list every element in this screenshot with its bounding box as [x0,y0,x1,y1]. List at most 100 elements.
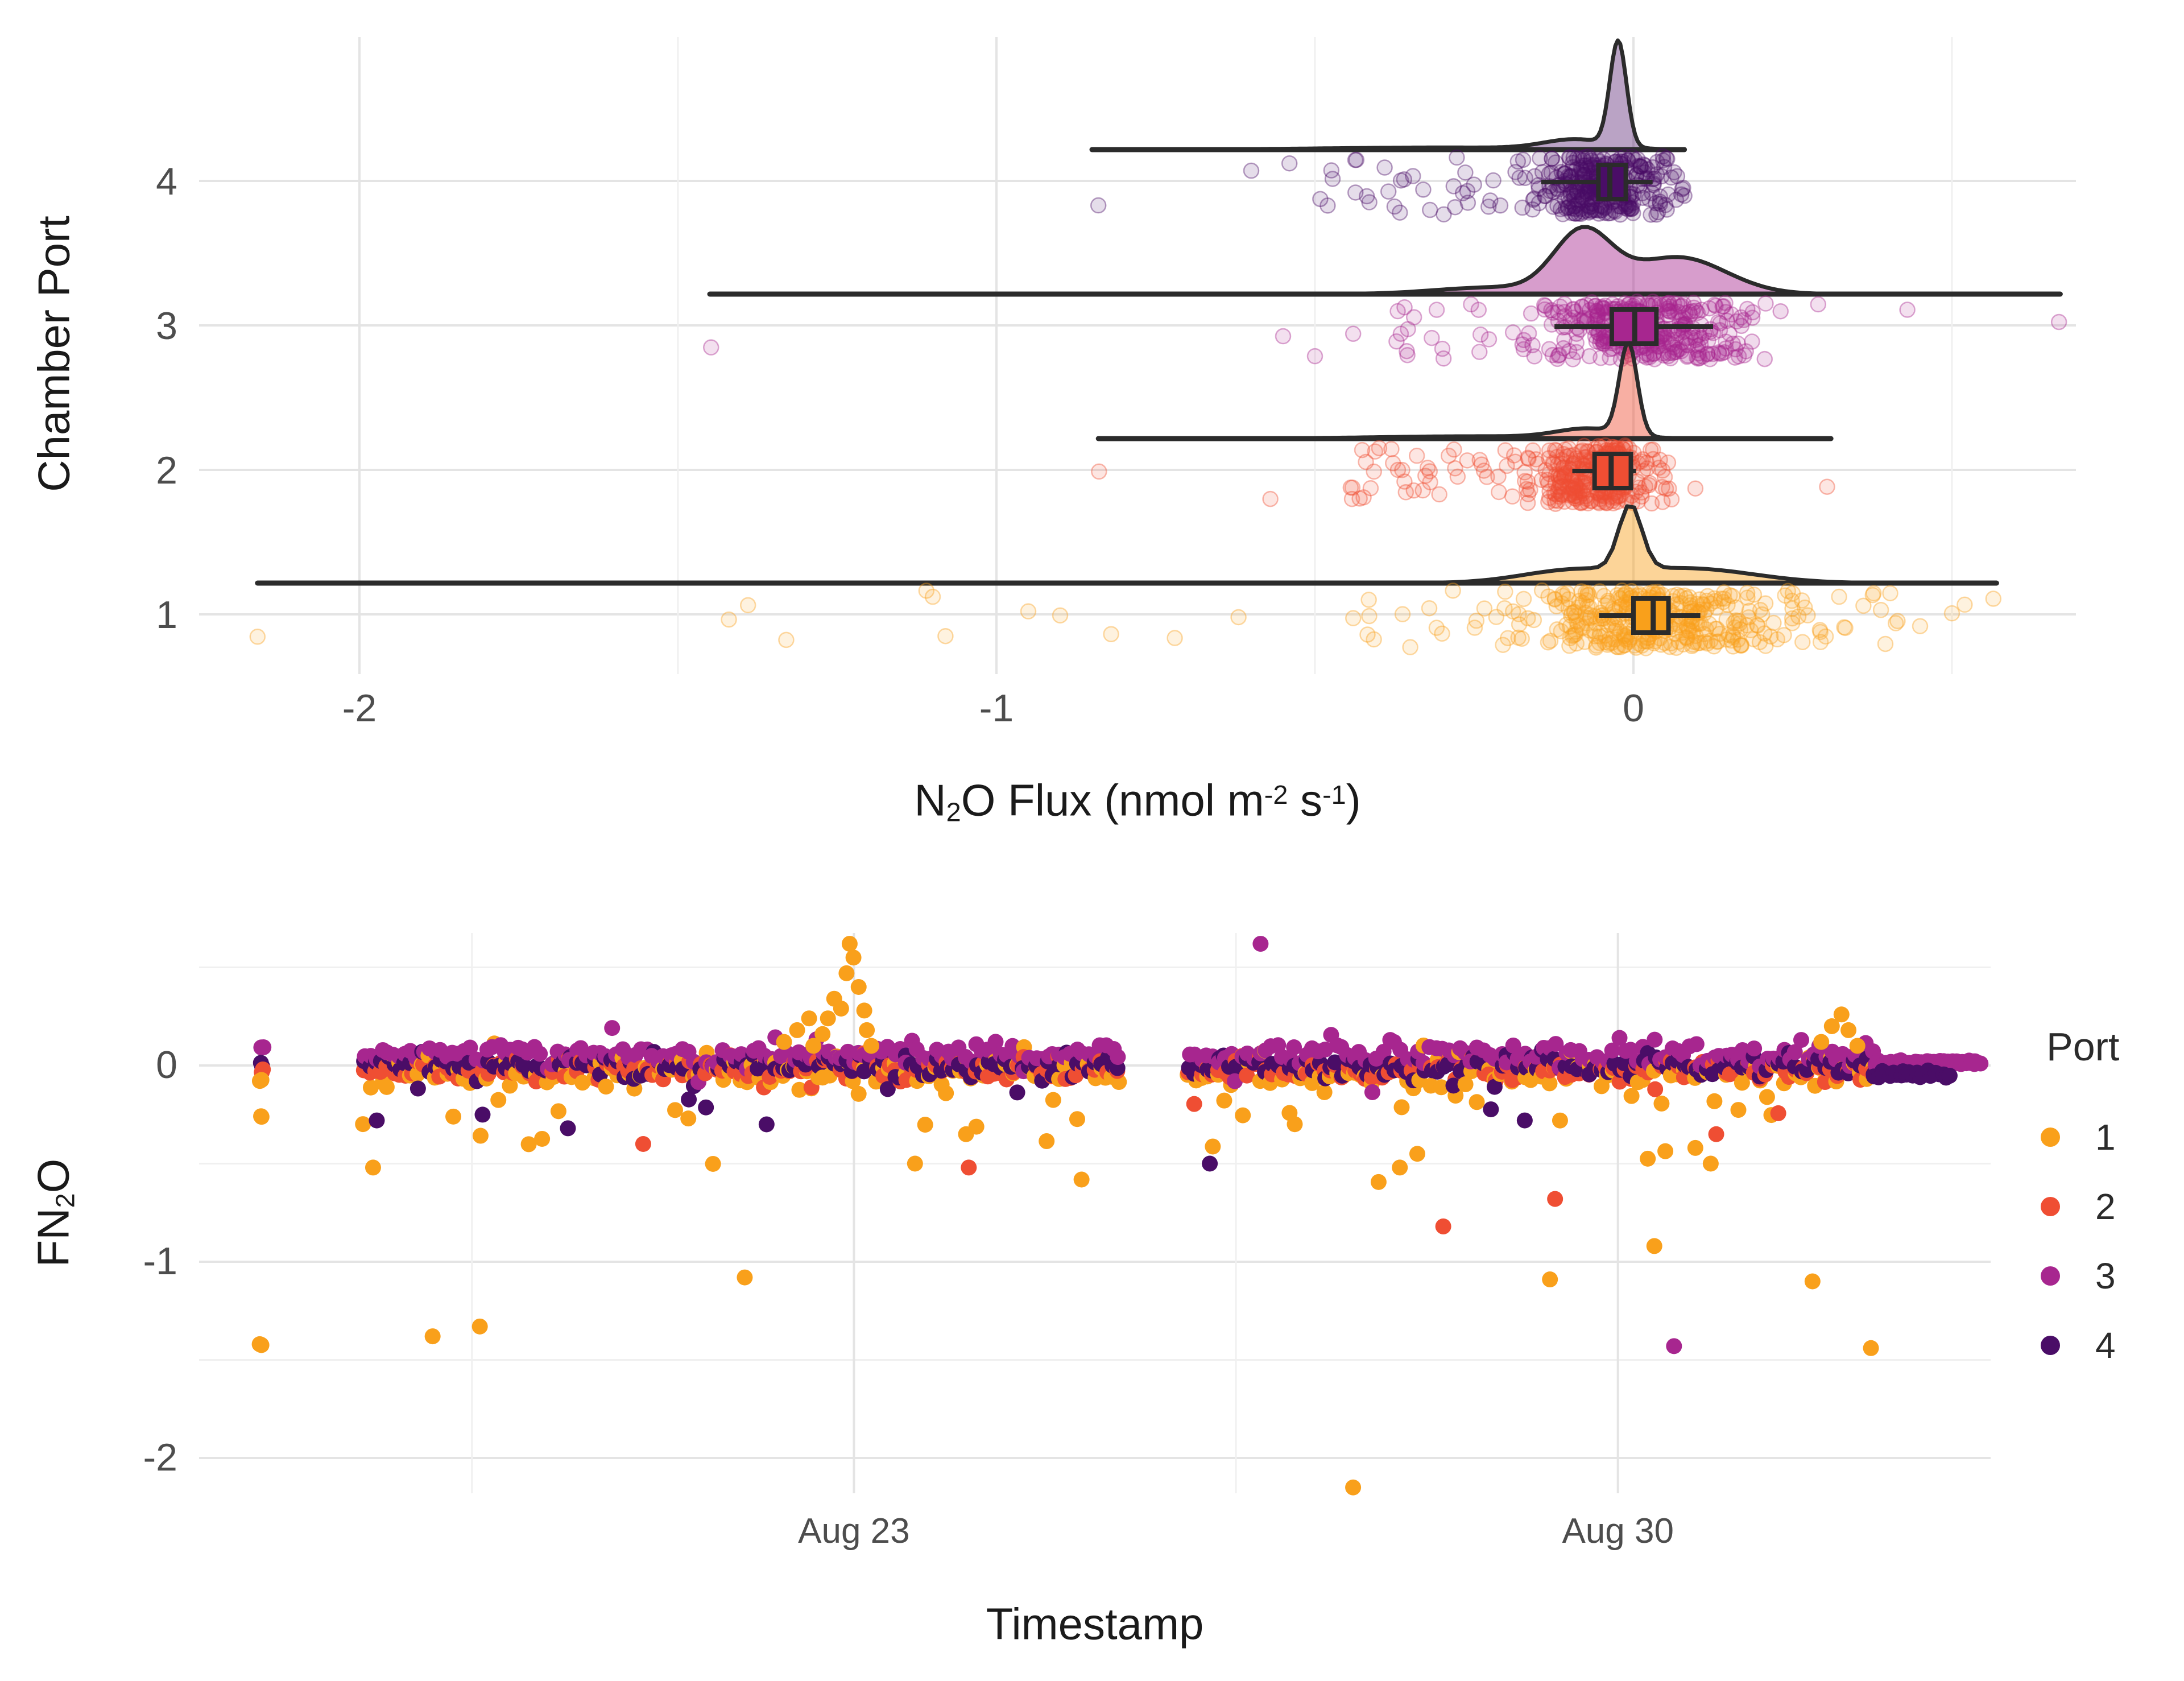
data-point [1650,204,1666,221]
data-point [1695,596,1712,613]
data-point [1690,350,1706,367]
data-point [1421,600,1438,617]
data-point [1568,161,1585,177]
data-point [1681,622,1698,639]
data-point [1511,606,1527,622]
data-point [534,1130,551,1147]
axis-title-fragment: ) [1346,775,1361,825]
data-point [1684,638,1701,655]
data-point [1252,936,1269,952]
data-point [1604,634,1620,651]
data-point [1548,1036,1564,1052]
data-point [1590,205,1607,222]
data-point [1567,197,1585,214]
data-point [1621,200,1637,216]
legend-dot-port-3 [2041,1266,2060,1286]
data-point [1718,611,1735,627]
data-point [1504,488,1521,505]
data-point [1662,635,1680,652]
data-point [1687,329,1704,346]
data-point [1578,490,1595,507]
data-point [1553,455,1570,472]
data-point [1739,589,1756,606]
data-point [1679,630,1695,647]
data-point [1648,206,1665,223]
data-point [1573,619,1590,635]
data-point [1552,201,1569,217]
data-point [924,588,941,605]
data-point [1598,495,1615,511]
data-point [1687,627,1704,645]
data-point [1616,637,1633,654]
data-point [1722,587,1738,604]
data-point [1889,613,1906,630]
data-point [1626,151,1643,168]
data-point [1572,494,1589,511]
data-point [365,1159,381,1176]
data-point [1541,466,1558,482]
data-point [1323,162,1340,179]
data-point [1408,447,1425,464]
legend: Port 1 2 3 4 [2025,1024,2119,1380]
data-point [1557,200,1574,217]
data-point [1571,151,1588,167]
data-point [1565,351,1581,367]
data-point [1877,635,1894,652]
data-point [1541,483,1558,499]
data-point [560,1120,576,1137]
data-point [1629,151,1646,168]
data-point [1515,341,1532,358]
data-point [1639,455,1655,471]
data-point [1594,202,1611,218]
data-point [1459,195,1476,211]
data-point [1579,443,1595,460]
data-point [961,1159,977,1176]
legend-item-label: 2 [2095,1186,2116,1227]
data-point [1578,615,1595,632]
data-point [1447,199,1463,216]
data-point [1578,609,1595,626]
data-point [1564,627,1581,645]
data-point [1690,635,1706,651]
data-point [1660,307,1676,323]
data-point [1717,295,1734,311]
data-point [1730,335,1746,352]
data-point [1559,585,1575,602]
data-point [841,936,858,952]
data-point [1759,1089,1775,1105]
data-point [1362,480,1379,497]
data-point [1784,600,1801,617]
data-point [1744,333,1760,350]
data-point [1812,634,1829,650]
data-point [1399,342,1415,360]
data-point [1186,1096,1202,1112]
data-point [1864,587,1881,604]
data-point [1470,301,1487,318]
data-point [1520,325,1537,342]
data-point [1547,154,1564,171]
data-point [1480,331,1498,348]
data-point [1614,583,1631,599]
data-point [490,1092,507,1108]
data-point [1608,619,1625,637]
data-point [1558,448,1575,465]
data-point [1555,588,1571,604]
data-point [1607,631,1623,648]
data-point [1552,485,1569,502]
data-point [1612,623,1629,640]
data-point [1701,300,1718,317]
data-point [1972,1055,1989,1072]
data-point [1685,294,1702,311]
data-point [1592,331,1610,348]
data-point [1544,346,1561,364]
data-point [1817,628,1834,645]
data-point [1605,495,1622,511]
data-point [1618,586,1634,602]
data-point [1499,457,1515,474]
data-point [1684,303,1701,320]
data-point [863,1038,879,1054]
data-point [1392,325,1409,342]
data-point [1573,201,1589,217]
density-ridge [1092,38,1687,152]
data-point [1520,449,1536,466]
